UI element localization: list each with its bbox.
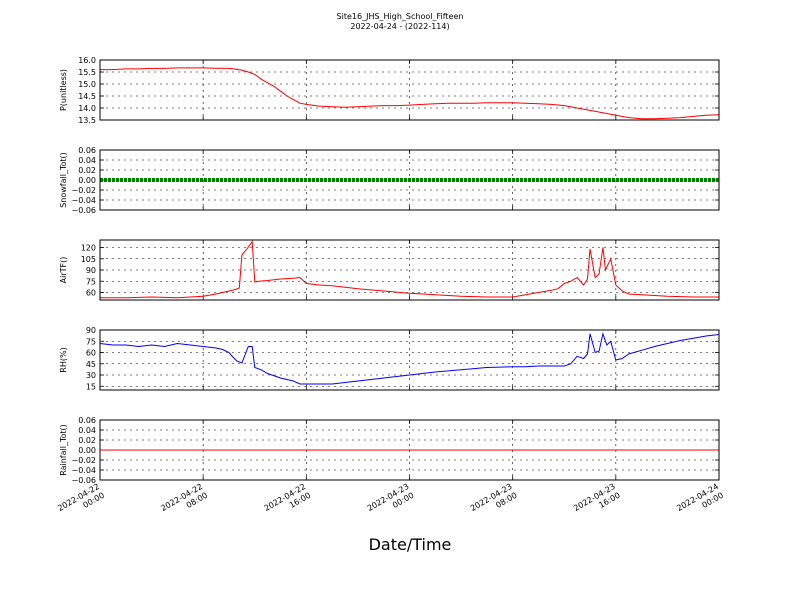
x-tick-label: 2022-04-2316:00 [572,482,622,522]
y-tick-label: 0.06 [78,416,96,425]
y-tick-label: 14.5 [78,92,96,101]
y-tick-label: 14.0 [78,104,96,113]
panel-frame [99,239,720,301]
y-tick-label: 0.06 [78,146,96,155]
y-tick-label: −0.02 [71,186,96,195]
x-tick-label: 2022-04-2308:00 [469,482,519,522]
y-tick-label: 105 [81,255,96,264]
y-tick-label: 16.0 [78,56,96,65]
x-axis-label: Date/Time [369,535,452,554]
x-tick-label: 2022-04-2200:00 [56,482,106,522]
y-tick-label: −0.04 [71,466,96,475]
y-axis-label: Snowfall_Tot() [59,152,68,208]
y-tick-label: 90 [86,326,96,335]
x-tick-label: 2022-04-2208:00 [159,482,209,522]
chart-title: Site16_JHS_High_School_Fifteen [337,12,464,21]
x-axis-ticks: 2022-04-2200:00 2022-04-2208:00 2022-04-22… [56,482,725,522]
y-tick-label: 15 [86,382,96,391]
y-tick-label: 120 [81,244,96,253]
y-tick-label: 0.00 [78,446,96,455]
y-tick-label: 75 [86,337,96,346]
y-tick-label: 30 [86,371,96,380]
y-tick-label: 0.04 [78,426,96,435]
y-axis-label: AirTF() [59,257,68,284]
y-tick-label: 13.5 [78,116,96,125]
panel-frame [99,329,720,391]
y-axis-label: RH(%) [59,347,68,372]
panel-4: 0.060.040.020.00−0.02−0.04−0.06Rainfall_… [59,416,720,485]
y-tick-label: 0.02 [78,436,96,445]
panel-2: 120 105 90 75 60 AirTF() [59,239,720,301]
y-tick-label: 0.00 [78,176,96,185]
y-tick-label: 0.02 [78,166,96,175]
y-tick-label: 60 [86,289,96,298]
y-tick-label: −0.06 [71,476,96,485]
series-line [99,331,720,385]
y-tick-label: 75 [86,277,96,286]
y-tick-label: −0.02 [71,456,96,465]
panel-1: 0.060.040.020.00−0.02−0.04−0.06Snowfall_… [59,146,720,215]
panel-frame [99,149,720,211]
panel-0: 16.0 15.5 15.0 14.5 14.0 13.5 P(unitless) [59,56,720,125]
panels: 16.015.515.014.514.013.5P(unitless)0.060… [59,56,720,485]
x-tick-label: 2022-04-2400:00 [675,482,725,522]
y-tick-label: −0.06 [71,206,96,215]
y-axis-label: P(unitless) [59,69,68,111]
y-axis-label: Rainfall_Tot() [59,424,68,476]
series-line [100,67,720,120]
y-tick-label: 60 [86,349,96,358]
panel-frame [99,59,720,121]
chart-subtitle: 2022-04-24 - (2022-114) [350,22,449,31]
x-tick-label: 2022-04-2300:00 [366,482,416,522]
x-tick-label: 2022-04-2216:00 [263,482,313,522]
y-tick-label: 15.5 [78,68,96,77]
y-tick-label: −0.04 [71,196,96,205]
y-tick-label: 15.0 [78,80,96,89]
y-tick-label: 90 [86,266,96,275]
y-tick-label: 45 [86,360,96,369]
y-tick-label: 0.04 [78,156,96,165]
panel-3: 90 75 60 45 30 15 RH(%) [59,326,720,391]
series-line [100,240,719,299]
panel-frame [99,419,720,481]
